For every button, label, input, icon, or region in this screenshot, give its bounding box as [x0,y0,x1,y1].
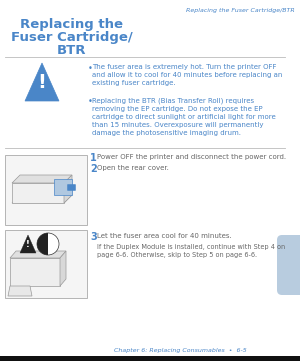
Text: 2: 2 [90,164,97,174]
FancyBboxPatch shape [5,230,87,298]
FancyBboxPatch shape [277,235,300,295]
Text: Power OFF the printer and disconnect the power cord.: Power OFF the printer and disconnect the… [97,154,286,160]
Text: The fuser area is extremely hot. Turn the printer OFF
and allow it to cool for 4: The fuser area is extremely hot. Turn th… [92,64,282,87]
Polygon shape [12,175,72,183]
Text: Let the fuser area cool for 40 minutes.: Let the fuser area cool for 40 minutes. [97,233,232,239]
Polygon shape [25,63,59,101]
FancyBboxPatch shape [5,155,87,225]
Text: BTR: BTR [57,44,87,57]
Text: •: • [88,64,93,73]
Polygon shape [20,235,36,253]
Polygon shape [10,251,66,258]
Polygon shape [12,183,64,203]
Text: Chapter 6: Replacing Consumables  •  6-5: Chapter 6: Replacing Consumables • 6-5 [114,348,246,353]
Polygon shape [64,175,72,203]
Text: !: ! [26,240,30,249]
Polygon shape [54,179,72,195]
Text: Replacing the BTR (Bias Transfer Roll) requires
removing the EP cartridge. Do no: Replacing the BTR (Bias Transfer Roll) r… [92,97,276,136]
Circle shape [37,233,59,255]
Polygon shape [37,233,48,255]
Polygon shape [12,195,72,203]
FancyBboxPatch shape [68,184,76,191]
Text: Fuser Cartridge/: Fuser Cartridge/ [11,31,133,44]
Text: If the Duplex Module is installed, continue with Step 4 on
page 6-6. Otherwise, : If the Duplex Module is installed, conti… [97,244,285,258]
Text: 3: 3 [90,232,97,242]
Text: Replacing the: Replacing the [20,18,124,31]
Text: 1: 1 [90,153,97,163]
Text: Open the rear cover.: Open the rear cover. [97,165,169,171]
FancyBboxPatch shape [0,356,300,361]
Polygon shape [10,258,60,286]
Polygon shape [8,286,32,296]
Text: !: ! [38,73,46,92]
Polygon shape [60,251,66,286]
Text: •: • [88,97,93,106]
Text: Replacing the Fuser Cartridge/BTR: Replacing the Fuser Cartridge/BTR [186,8,295,13]
